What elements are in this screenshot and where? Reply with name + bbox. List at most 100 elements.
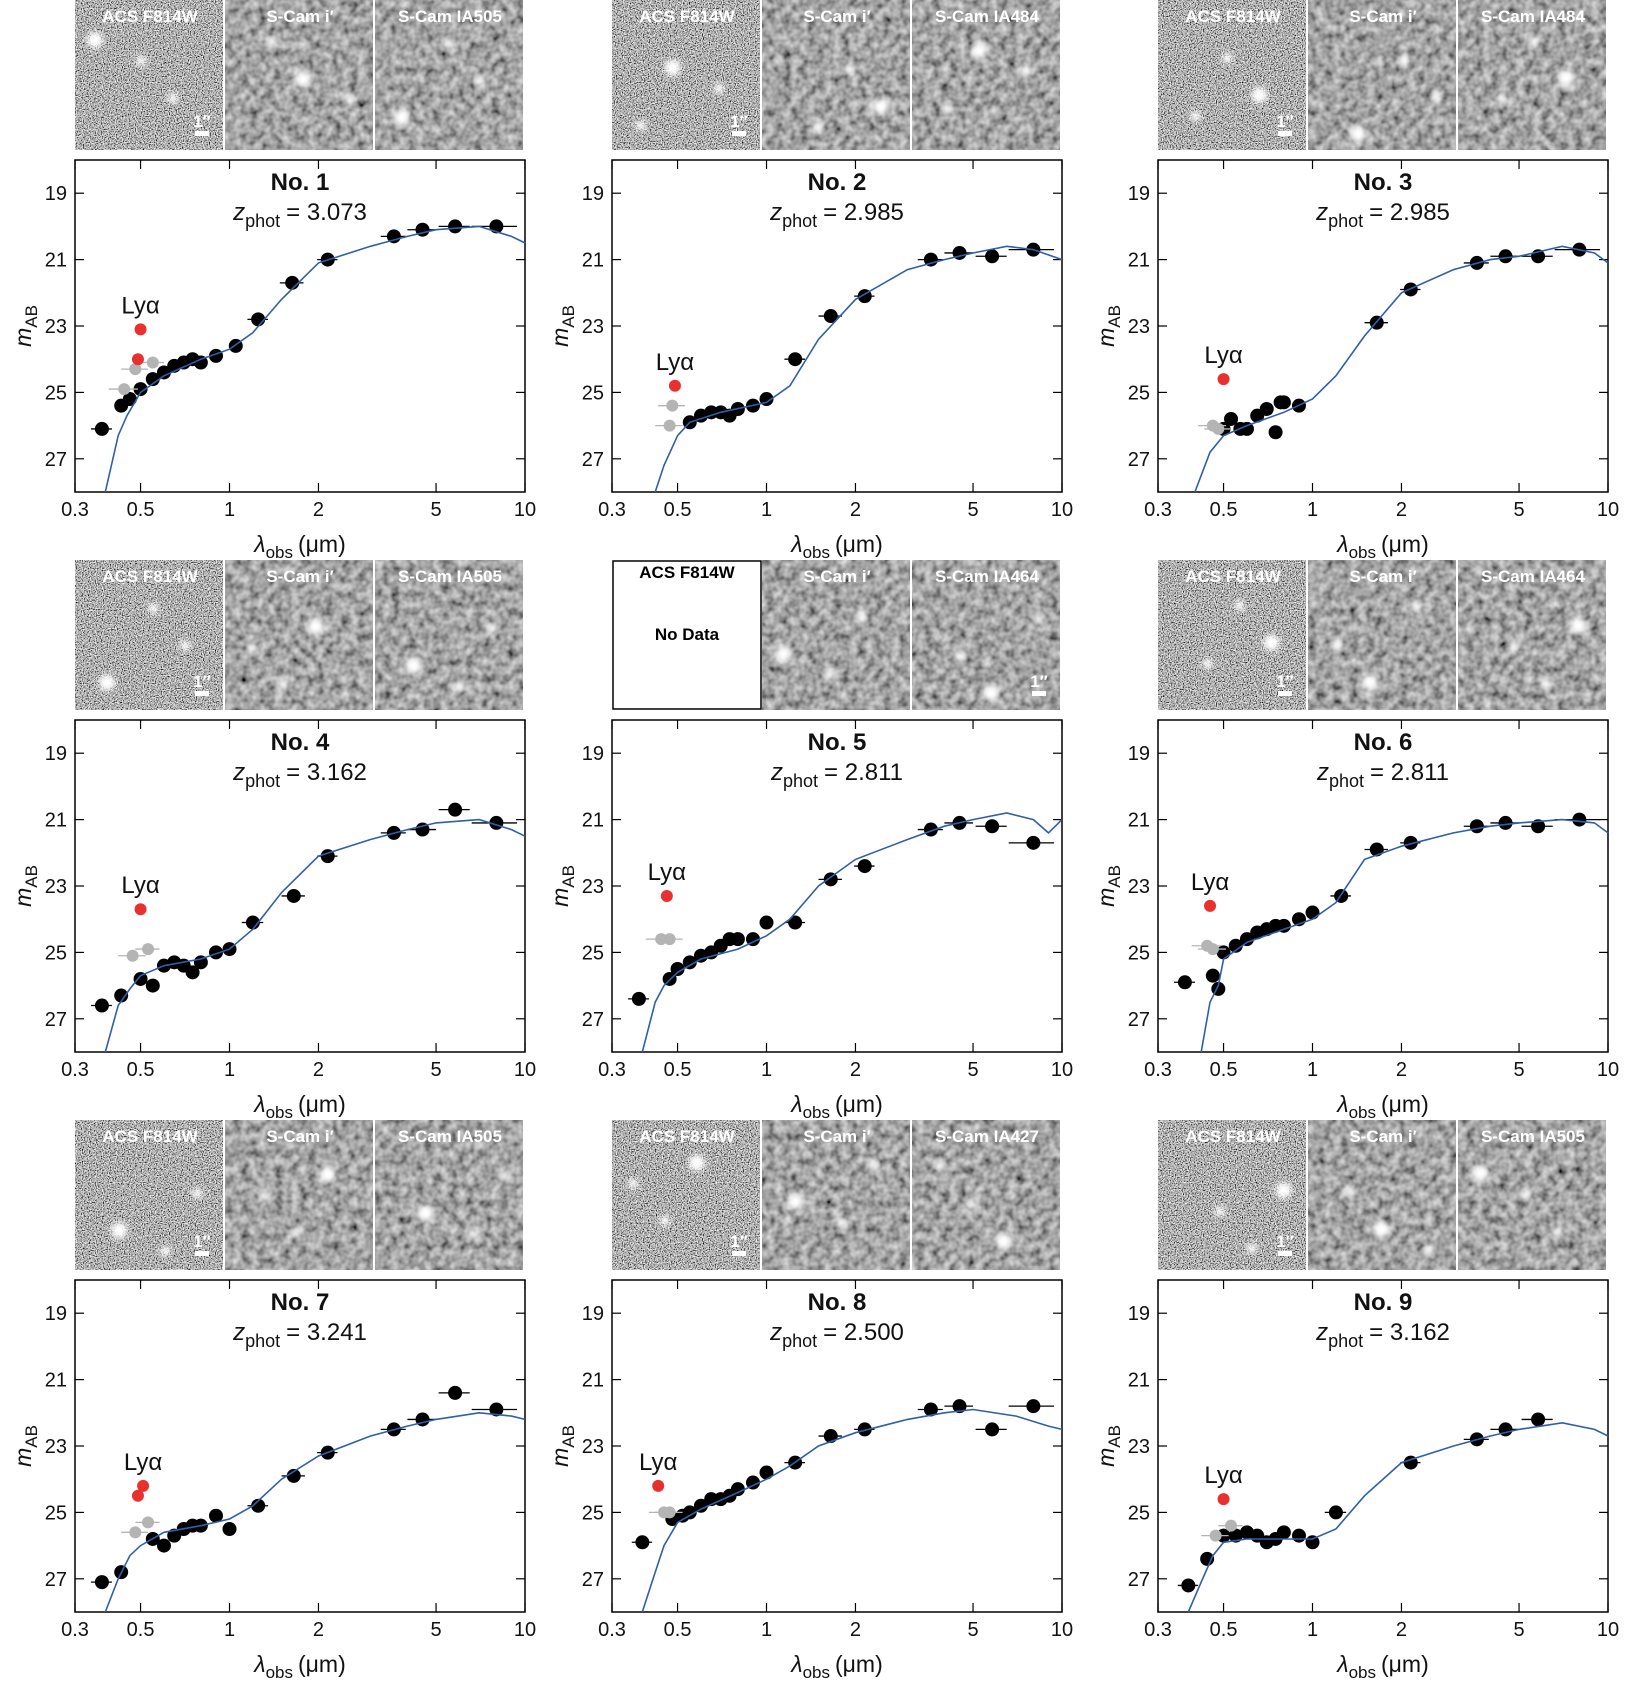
data-point	[146, 356, 159, 369]
image-cutout	[1458, 560, 1606, 710]
y-tick-label: 25	[1128, 382, 1150, 404]
source	[1521, 1189, 1532, 1200]
source	[873, 98, 889, 115]
redshift-symbol: z	[770, 759, 783, 786]
image-cutout	[225, 1120, 373, 1270]
data-point	[1291, 1528, 1306, 1543]
x-tick-label: 2	[1396, 1619, 1407, 1641]
x-tick-label: 1	[1307, 1059, 1318, 1081]
data-point	[286, 1468, 301, 1483]
redshift-value: = 3.241	[286, 1319, 367, 1346]
data-point	[1228, 1528, 1243, 1543]
panel-title: No. 5	[808, 729, 867, 756]
redshift-sub: phot	[245, 771, 280, 791]
image-label: ACS F814W	[1185, 7, 1281, 26]
model-sed	[104, 818, 526, 1053]
x-label-unit: (μm)	[298, 531, 346, 557]
redshift-sub: phot	[782, 1331, 817, 1351]
x-tick-label: 0.3	[1144, 499, 1172, 521]
y-axis-label: mAB	[10, 1425, 41, 1467]
scale-bar	[195, 131, 209, 136]
data-point	[145, 372, 160, 387]
x-tick-label: 0.5	[127, 499, 155, 521]
y-label-symbol: m	[10, 328, 36, 347]
redshift-value: = 2.500	[823, 1319, 904, 1346]
x-tick-label: 10	[1597, 1619, 1619, 1641]
y-label-symbol: m	[1093, 888, 1119, 907]
panel-title: No. 4	[271, 729, 330, 756]
panel-title: No. 6	[1354, 729, 1413, 756]
image-label: S-Cam i′	[1349, 567, 1416, 586]
source	[87, 32, 103, 48]
panel-title: No. 3	[1354, 169, 1413, 196]
image-cutout	[1158, 0, 1306, 150]
x-label-symbol: λ	[1335, 1651, 1348, 1677]
scale-label: 1″	[193, 112, 211, 131]
redshift-value: = 3.162	[1369, 1319, 1450, 1346]
source	[787, 1193, 804, 1210]
y-tick-label: 23	[1128, 316, 1150, 338]
y-tick-label: 21	[1128, 810, 1150, 832]
x-label-unit: (μm)	[835, 1651, 883, 1677]
redshift-value: = 2.985	[1369, 199, 1450, 226]
scale-label: 1″	[193, 672, 211, 691]
data-point	[668, 379, 681, 392]
y-label-symbol: m	[10, 888, 36, 907]
source	[295, 70, 312, 87]
image-cutout	[1458, 0, 1606, 150]
data-point	[1209, 1529, 1222, 1542]
x-tick-label: 10	[1597, 1059, 1619, 1081]
redshift: zphot = 2.811	[1316, 759, 1449, 791]
data-point	[670, 962, 685, 976]
source	[290, 1227, 301, 1238]
redshift: zphot = 3.073	[232, 199, 367, 231]
source	[266, 36, 277, 47]
image-label: ACS F814W	[639, 563, 735, 582]
lya-annotation: Lyα	[121, 292, 159, 319]
data-point	[1026, 1399, 1041, 1414]
data-point	[857, 1422, 872, 1437]
panel-title: No. 8	[808, 1289, 867, 1316]
data-point	[788, 352, 803, 367]
redshift-symbol: z	[232, 199, 245, 226]
image-label: S-Cam IA427	[935, 1127, 1039, 1146]
y-tick-label: 21	[45, 1370, 67, 1392]
model-sed	[641, 812, 1063, 1053]
x-label-unit: (μm)	[835, 531, 883, 557]
source	[148, 603, 159, 614]
redshift: zphot = 3.162	[232, 759, 367, 791]
y-label-symbol: m	[547, 1448, 573, 1467]
source	[688, 1154, 705, 1171]
redshift: zphot = 2.500	[769, 1319, 904, 1351]
y-tick-label: 19	[45, 183, 67, 205]
image-note: No Data	[655, 625, 720, 644]
redshift-symbol: z	[232, 1319, 245, 1346]
x-axis-label: λobs (μm)	[252, 1091, 345, 1122]
source	[1263, 634, 1280, 651]
x-label-symbol: λ	[789, 1651, 802, 1677]
x-axis-label: λobs (μm)	[789, 531, 882, 562]
data-point	[1225, 1519, 1238, 1532]
y-label-symbol: m	[547, 888, 573, 907]
y-tick-label: 23	[1128, 876, 1150, 898]
source	[467, 1229, 477, 1240]
y-tick-label: 27	[45, 449, 67, 471]
scale-label: 1″	[193, 1232, 211, 1251]
image-label: S-Cam IA505	[398, 7, 502, 26]
x-tick-label: 0.3	[61, 499, 89, 521]
data-point	[1216, 945, 1231, 960]
x-tick-label: 0.3	[598, 1619, 626, 1641]
x-axis-label: λobs (μm)	[1335, 1091, 1428, 1122]
data-point	[94, 1575, 109, 1590]
source	[1509, 641, 1520, 652]
y-axis-label: mAB	[10, 305, 41, 347]
redshift-symbol: z	[232, 759, 245, 786]
y-tick-label: 27	[582, 1569, 604, 1591]
y-tick-label: 19	[45, 1303, 67, 1325]
data-point	[631, 991, 646, 1006]
data-point	[1403, 835, 1418, 850]
data-point	[251, 1498, 266, 1513]
y-label-sub: AB	[559, 865, 578, 888]
